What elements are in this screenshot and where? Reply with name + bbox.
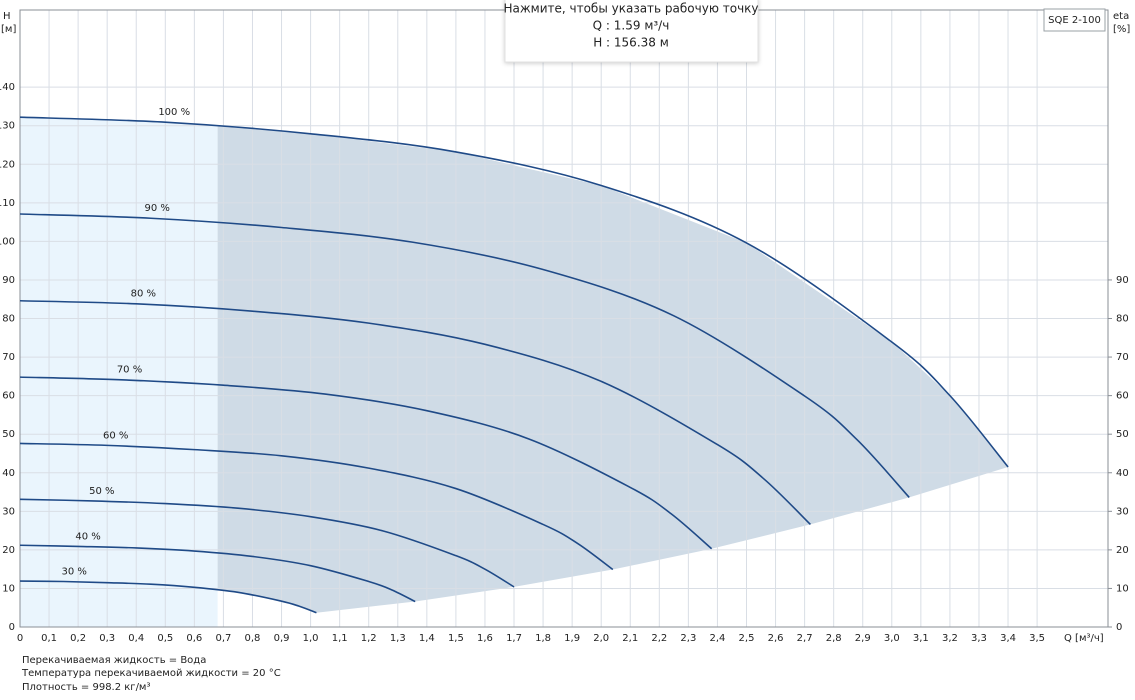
speed-curve (19, 442, 614, 571)
tooltip-text: Нажмите, чтобы указать рабочую точку (503, 2, 758, 16)
x-tick-label: 3,1 (913, 633, 929, 644)
x-axis-label: Q [м³/ч] (1064, 633, 1104, 644)
labels: 0 0,1 0,2 0,3 0,4 0,5 0,6 0,7 0,8 0,9 1,0 1,1 1,2 1,3… (0, 82, 1129, 644)
x-tick-label: 3,3 (971, 633, 987, 644)
x-tick-label: 3,0 (884, 633, 900, 644)
tooltip-box (504, 0, 759, 63)
curve-label: 50 % (89, 486, 114, 497)
x-tick-label: 2,1 (622, 633, 638, 644)
curve-label: 60 % (103, 430, 128, 441)
speed-curve (19, 116, 1009, 468)
y-tick-label: 40 (2, 468, 15, 479)
y-tick-label: 120 (0, 159, 15, 170)
tooltip-text: Q : 1.59 м³/ч (593, 19, 670, 33)
x-tick-label: 0,2 (70, 633, 86, 644)
y2-axis-unit: [%] (1113, 24, 1130, 35)
x-tick-label: 2,2 (651, 633, 667, 644)
y2-tick-label: 60 (1116, 391, 1129, 402)
x-tick-label: 0,1 (41, 633, 57, 644)
y-tick-label: 80 (2, 314, 15, 325)
product-label: SQE 2-100 (1048, 15, 1101, 26)
x-tick-label: 1,6 (477, 633, 493, 644)
y2-tick-label: 90 (1116, 275, 1129, 286)
y-tick-label: 20 (2, 545, 15, 556)
tooltip-text: H : 156.38 м (593, 36, 669, 50)
y-tick-label: 130 (0, 121, 15, 132)
x-tick-label: 0,3 (99, 633, 115, 644)
x-tick-label: 1,0 (303, 633, 319, 644)
y2-tick-label: 10 (1116, 583, 1129, 594)
y-tick-label: 10 (2, 583, 15, 594)
y2-tick-label: 30 (1116, 506, 1129, 517)
x-tick-label: 0,7 (215, 633, 231, 644)
speed-curve (19, 213, 910, 498)
y-axis-label: H (3, 11, 11, 22)
note: Перекачиваемая жидкость = Вода (22, 655, 206, 666)
y-tick-label: 140 (0, 82, 15, 93)
x-tick-label: 1,8 (535, 633, 551, 644)
x-tick-label: 0,8 (245, 633, 261, 644)
y-tick-label: 0 (9, 622, 15, 633)
x-tick-label: 2,5 (739, 633, 755, 644)
y-tick-label: 110 (0, 198, 15, 209)
y2-tick-label: 20 (1116, 545, 1129, 556)
curve-label: 30 % (61, 566, 86, 577)
x-tick-label: 2,8 (826, 633, 842, 644)
y2-axis-label: eta (1113, 11, 1129, 22)
y-tick-label: 30 (2, 506, 15, 517)
y2-tick-label: 50 (1116, 429, 1129, 440)
note: Плотность = 998.2 кг/м³ (22, 682, 151, 693)
x-tick-label: 2,0 (593, 633, 609, 644)
curve-label: 70 % (117, 365, 142, 376)
x-tick-label: 0,6 (186, 633, 202, 644)
x-tick-label: 1,3 (390, 633, 406, 644)
x-tick-label: 3,4 (1000, 633, 1016, 644)
x-tick-label: 1,2 (361, 633, 377, 644)
note: Температура перекачиваемой жидкости = 20… (21, 668, 281, 679)
x-tick-label: 1,9 (564, 633, 580, 644)
y-tick-label: 50 (2, 429, 15, 440)
y-axis-unit: [м] (1, 24, 16, 35)
x-tick-label: 0,5 (157, 633, 173, 644)
speed-curve (19, 580, 317, 614)
x-tick-label: 3,5 (1029, 633, 1045, 644)
x-tick-label: 0,9 (274, 633, 290, 644)
dark-region (217, 126, 1009, 613)
x-tick-label: 3,2 (942, 633, 958, 644)
y-tick-label: 60 (2, 391, 15, 402)
curves (19, 116, 1009, 614)
speed-curve (19, 544, 416, 603)
x-tick-label: 0,4 (128, 633, 144, 644)
curve-label: 40 % (75, 531, 100, 542)
speed-curve (19, 498, 515, 588)
x-tick-label: 2,4 (709, 633, 725, 644)
grid (19, 9, 1109, 628)
x-tick-label: 2,6 (768, 633, 784, 644)
y2-tick-label: 80 (1116, 314, 1129, 325)
x-tick-label: 1,5 (448, 633, 464, 644)
y2-tick-label: 40 (1116, 468, 1129, 479)
y-tick-label: 100 (0, 236, 15, 247)
curve-label: 80 % (131, 289, 156, 300)
y-tick-label: 70 (2, 352, 15, 363)
x-tick-label: 1,1 (332, 633, 348, 644)
curve-label: 90 % (144, 203, 169, 214)
x-tick-label: 1,7 (506, 633, 522, 644)
product-box (1043, 8, 1106, 32)
y2-tick-label: 0 (1116, 622, 1122, 633)
x-tick-label: 1,4 (419, 633, 435, 644)
y-tick-label: 90 (2, 275, 15, 286)
x-tick-label: 2,9 (855, 633, 871, 644)
y2-tick-label: 70 (1116, 352, 1129, 363)
x-tick-label: 2,3 (680, 633, 696, 644)
curve-label: 100 % (158, 107, 190, 118)
speed-curve (19, 376, 713, 550)
speed-curve (19, 299, 811, 525)
x-tick-label: 0 (17, 633, 23, 644)
x-tick-label: 2,7 (797, 633, 813, 644)
